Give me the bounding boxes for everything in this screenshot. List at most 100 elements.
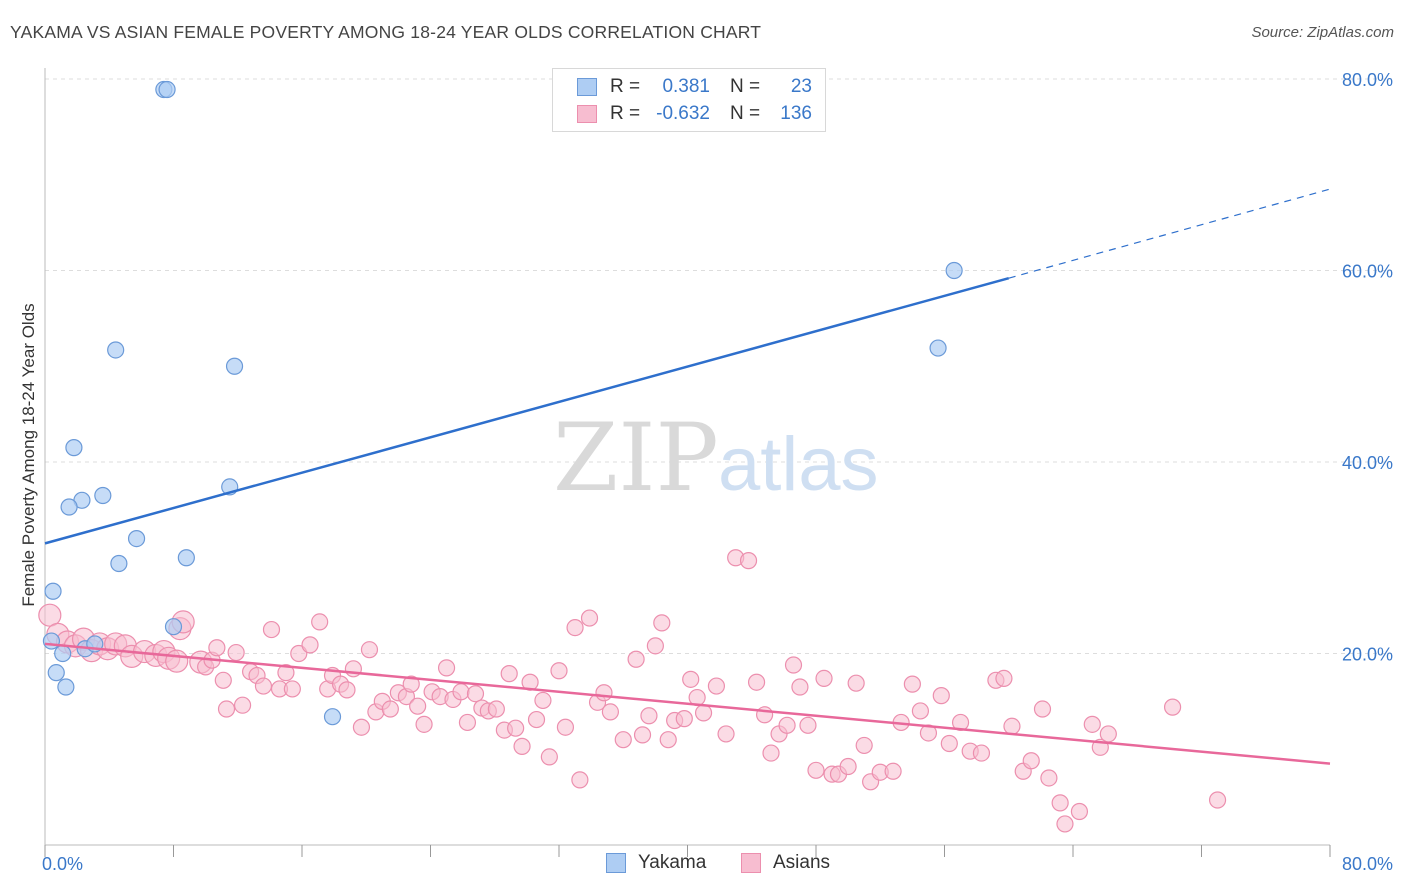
asian-point [884,762,902,780]
yakama-point [42,632,61,650]
asian-point [932,687,950,705]
asian-point [778,716,796,734]
yakama-point [127,529,146,548]
asian-point [762,744,780,762]
yakama-point [57,678,75,696]
asian-point [911,702,930,720]
asian-point [217,700,236,718]
correlation-legend: R = 0.381 N = 23 R = -0.632 N = 136 [552,68,826,132]
asian-point [633,726,652,744]
r-label: R = [610,76,641,97]
asian-points [38,549,1227,833]
asian-point [311,613,329,631]
y-tick-label: 40.0% [1342,453,1393,473]
yakama-point [94,486,112,505]
yakama-point [225,357,244,375]
yakama-points [42,80,963,726]
asian-point [360,641,379,659]
asian-point [799,716,817,734]
yakama-point [158,80,176,99]
legend-item-yakama[interactable]: Yakama [606,852,706,874]
legend-row-yakama: R = 0.381 N = 23 [577,75,812,99]
asian-point [1003,717,1021,735]
yakama-point [60,498,78,516]
tick-labels: 20.0% 40.0% 60.0% 80.0% 0.0% 80.0% [42,70,1393,874]
r-value: -0.632 [656,103,710,124]
yakama-point [107,341,125,359]
asian-trend-line [44,642,1331,765]
r-label: R = [610,103,641,124]
asian-point [566,619,584,637]
asian-point [675,710,693,728]
asian-point [277,664,295,682]
y-axis-label: Female Poverty Among 18-24 Year Olds [19,303,38,606]
watermark-zip: ZIP [553,404,719,513]
asian-point [717,725,735,743]
asian-point [707,677,726,695]
y-tick-label: 60.0% [1342,262,1393,282]
asian-point [972,744,991,762]
legend-label-asians: Asians [773,852,831,873]
legend-item-asians[interactable]: Asians [741,852,830,874]
asian-point [513,737,531,755]
y-tick-label: 20.0% [1342,645,1393,665]
asian-point [227,643,245,662]
asian-point [415,715,433,733]
yakama-point [110,554,128,573]
asian-point [855,736,873,755]
asian-point [839,757,857,776]
asian-point [659,731,677,749]
asian-point [338,681,356,699]
asian-point [640,707,658,725]
asian-point [614,731,632,749]
asian-point [556,718,575,736]
asian-point [1022,752,1040,770]
asian-point [646,637,664,655]
asian-point [437,659,456,677]
legend-label-yakama: Yakama [638,852,707,873]
grid-lines [45,78,1392,654]
asian-point [1033,700,1052,718]
yakama-point [945,261,963,280]
asian-point [402,675,420,693]
asian-point [550,662,568,680]
asian-point [601,703,620,721]
yakama-swatch [577,78,597,96]
n-label: N = [730,103,761,124]
asian-point [1051,794,1069,812]
asian-point [694,704,713,722]
asian-point [595,684,613,702]
asian-point [1056,815,1074,833]
asian-point [381,700,399,718]
yakama-trend-extension [1008,188,1331,279]
asian-point [527,710,546,729]
asian-point [739,552,758,570]
axes [44,68,1331,857]
asians-swatch [577,105,597,123]
asian-point [452,683,470,701]
yakama-point [177,549,195,567]
asian-point [466,685,485,703]
legend-row-asians: R = -0.632 N = 136 [577,102,812,126]
yakama-point [929,339,947,357]
n-value: 136 [780,103,812,124]
asian-point [458,713,477,732]
yakama-point [44,582,62,600]
yakama-point [65,439,83,457]
asian-point [500,665,518,683]
n-value: 23 [790,76,812,97]
asian-point [571,771,589,789]
asian-point [784,656,803,674]
asian-point [682,670,700,688]
asian-point [534,691,552,710]
asian-point [627,650,645,668]
trend-lines [44,188,1331,765]
asian-point [1163,698,1182,716]
watermark: ZIP atlas [553,404,879,513]
y-tick-label: 80.0% [1342,70,1393,90]
asian-point [1099,725,1117,743]
asian-point [233,696,252,714]
yakama-trend-line [44,276,1010,545]
asian-point [940,734,958,753]
